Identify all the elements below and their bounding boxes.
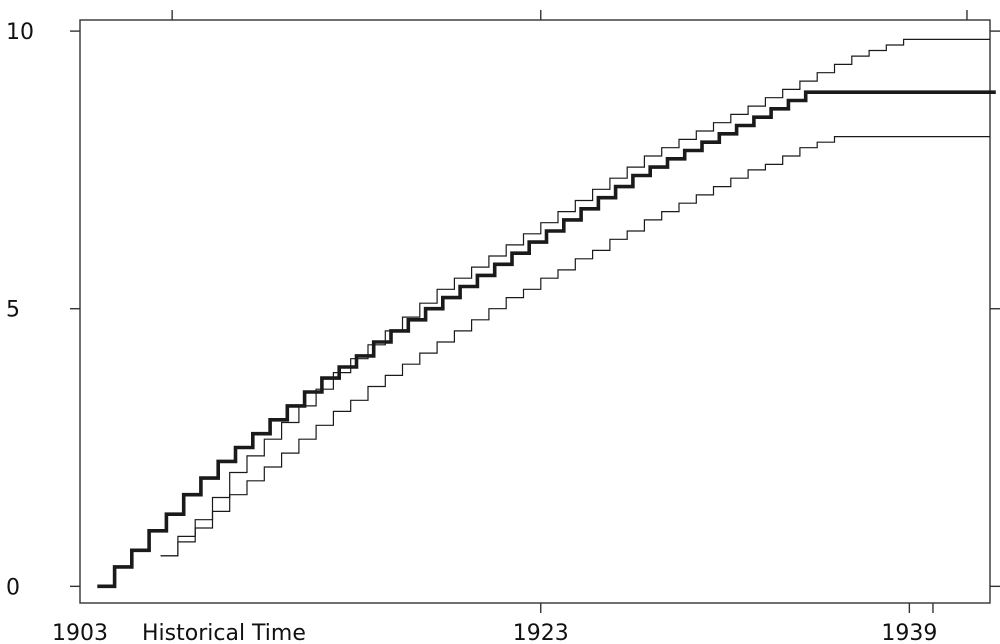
series-line-0 <box>160 38 990 557</box>
y-tick-label-1: 5 <box>6 298 20 323</box>
series-line-1 <box>97 90 996 589</box>
x-tick-label-0: 1903 <box>52 621 108 644</box>
x-axis-label: Historical Time <box>142 621 306 644</box>
axes: 0 5 10 1903 1923 1939 <box>6 10 1000 644</box>
x-tick-label-1: 1923 <box>513 621 569 644</box>
plot-frame <box>79 19 991 604</box>
y-tick-label-2: 10 <box>6 20 34 45</box>
y-tick-label-0: 0 <box>6 575 20 600</box>
series-layer <box>97 38 996 589</box>
series-line-2 <box>160 136 990 557</box>
x-tick-label-2: 1939 <box>881 621 937 644</box>
